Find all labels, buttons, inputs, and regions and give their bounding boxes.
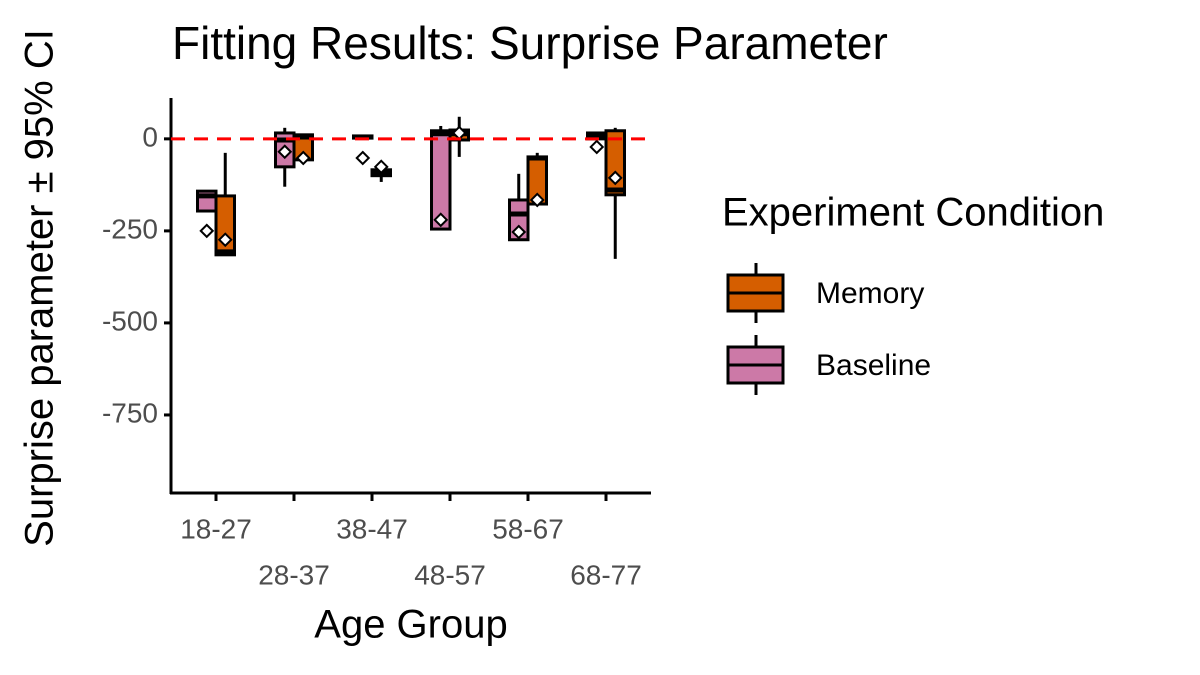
legend-label: Memory [816,277,924,310]
x-tick-label: 38-47 [336,513,408,544]
legend-label: Baseline [816,349,931,382]
y-axis-label: Surprise parameter ± 95% CI [18,29,62,547]
x-tick-label: 48-57 [414,559,486,590]
x-tick-label: 58-67 [492,513,564,544]
y-tick-label: -250 [102,213,158,244]
mean-marker [589,139,605,155]
x-axis-label: Age Group [314,603,507,647]
mean-marker [295,150,311,166]
x-tick-label: 28-37 [258,559,330,590]
mean-marker [373,159,389,175]
y-tick-label: 0 [142,121,158,152]
mean-marker [199,223,215,239]
mean-marker [433,212,449,228]
mean-marker [607,170,623,186]
mean-marker [277,144,293,160]
y-tick-label: -750 [102,397,158,428]
chart-title: Fitting Results: Surprise Parameter [172,17,888,69]
box [430,129,452,231]
x-tick-label: 18-27 [180,513,252,544]
mean-marker [217,232,233,248]
y-tick-label: -500 [102,305,158,336]
x-tick-label: 68-77 [570,559,642,590]
legend-title: Experiment Condition [722,191,1104,235]
mean-marker [355,150,371,166]
mean-marker [511,224,527,240]
mean-marker [529,192,545,208]
